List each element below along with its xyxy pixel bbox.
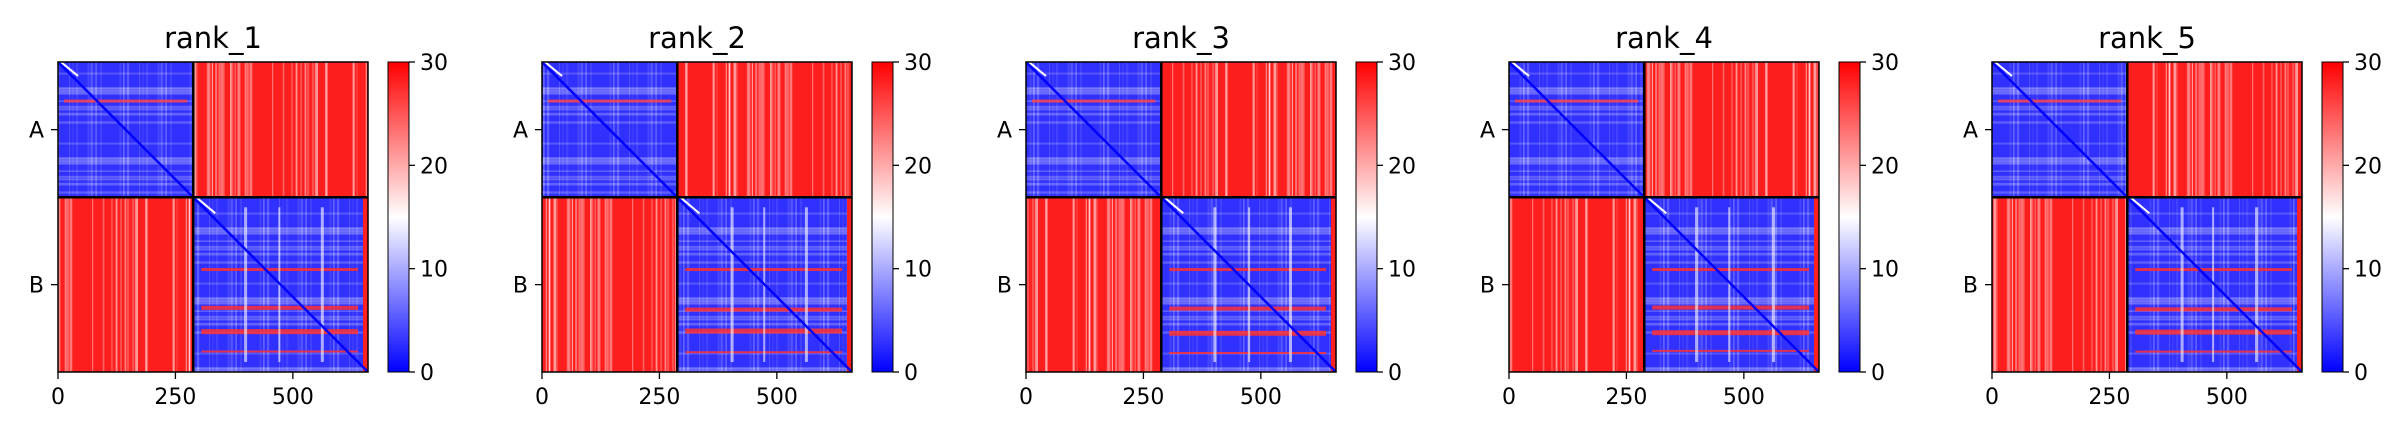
colorbar-tick-label: 0 [1871,361,1885,386]
chain-label-b: B [1480,274,1495,299]
axes-frame [57,61,369,373]
quadrant-a-b [2127,62,2302,198]
x-tick-label: 500 [1723,385,1765,410]
quadrant-a-b [677,62,852,198]
panel-4: rank_4 0 250 500 A B 0 10 20 30 [1480,21,1899,410]
pae-matrix [1992,62,2302,372]
colorbar-tick-label: 20 [420,154,448,179]
chain-label-b: B [513,274,528,299]
colorbar-tick-label: 30 [2354,51,2382,76]
colorbar-tick-label: 20 [2354,154,2382,179]
x-tick-label: 500 [272,385,314,410]
chain-label-b: B [29,274,44,299]
colorbar-gradient [1355,61,1378,373]
panel-title: rank_5 [2098,21,2196,55]
chain-label-a: A [997,119,1012,144]
x-tick-label: 500 [1240,385,1282,410]
colorbar-tick-label: 0 [904,361,918,386]
x-tick-label: 0 [1019,385,1033,410]
panel-title: rank_3 [1132,21,1230,55]
colorbar-tick-label: 30 [904,51,932,76]
pae-matrix [1509,62,1819,372]
colorbar-tick-label: 30 [1388,51,1416,76]
axes-frame [1025,61,1337,373]
pae-matrix [1026,62,1336,372]
quadrant-a-b [1644,62,1819,198]
axes-frame [1508,61,1820,373]
quadrant-b-a [58,197,194,372]
chain-label-a: A [1480,119,1495,144]
panel-title: rank_4 [1615,21,1713,55]
pae-matrix [542,62,852,372]
quadrant-b-a [1509,197,1645,372]
colorbar-tick-label: 0 [1388,361,1402,386]
chain-label-b: B [997,274,1012,299]
colorbar-gradient [1838,61,1861,373]
colorbar-tick-label: 30 [1871,51,1899,76]
panel-5: rank_5 0 250 500 A B 0 10 20 30 [1963,21,2382,410]
x-tick-label: 0 [51,385,65,410]
axes-frame [541,61,853,373]
x-tick-label: 250 [1605,385,1647,410]
chain-label-a: A [29,119,44,144]
colorbar-gradient [387,61,410,373]
colorbar-tick-label: 20 [904,154,932,179]
colorbar: 0 10 20 30 [871,51,932,386]
colorbar-tick-label: 0 [2354,361,2368,386]
quadrant-b-a [542,197,678,372]
pae-matrix [58,62,368,372]
x-tick-label: 250 [638,385,680,410]
colorbar-gradient [871,61,894,373]
x-tick-label: 0 [1502,385,1516,410]
panel-title: rank_2 [648,21,746,55]
chain-label-a: A [1963,119,1978,144]
colorbar-tick-label: 10 [1871,258,1899,283]
panel-title: rank_1 [164,21,262,55]
colorbar: 0 10 20 30 [1838,51,1899,386]
quadrant-a-b [193,62,368,198]
x-tick-label: 0 [535,385,549,410]
colorbar-tick-label: 10 [1388,258,1416,283]
panel-3: rank_3 0 250 500 A B 0 10 20 30 [997,21,1416,410]
axes-frame [1991,61,2303,373]
x-tick-label: 0 [1985,385,1999,410]
panel-1: rank_1 0 250 500 A B 0 10 20 30 [29,21,448,410]
colorbar-tick-label: 10 [420,258,448,283]
colorbar-tick-label: 0 [420,361,434,386]
colorbar-tick-label: 20 [1871,154,1899,179]
chain-label-b: B [1963,274,1978,299]
x-tick-label: 500 [756,385,798,410]
chain-label-a: A [513,119,528,144]
x-tick-label: 500 [2206,385,2248,410]
colorbar: 0 10 20 30 [387,51,448,386]
panel-2: rank_2 0 250 500 A B 0 10 20 30 [513,21,932,410]
quadrant-b-a [1026,197,1162,372]
x-tick-label: 250 [1122,385,1164,410]
colorbar-tick-label: 10 [904,258,932,283]
colorbar-tick-label: 20 [1388,154,1416,179]
colorbar-tick-label: 30 [420,51,448,76]
x-tick-label: 250 [2088,385,2130,410]
colorbar: 0 10 20 30 [1355,51,1416,386]
x-tick-label: 250 [154,385,196,410]
quadrant-b-a [1992,197,2128,372]
quadrant-a-b [1161,62,1336,198]
colorbar-tick-label: 10 [2354,258,2382,283]
colorbar-gradient [2321,61,2344,373]
colorbar: 0 10 20 30 [2321,51,2382,386]
